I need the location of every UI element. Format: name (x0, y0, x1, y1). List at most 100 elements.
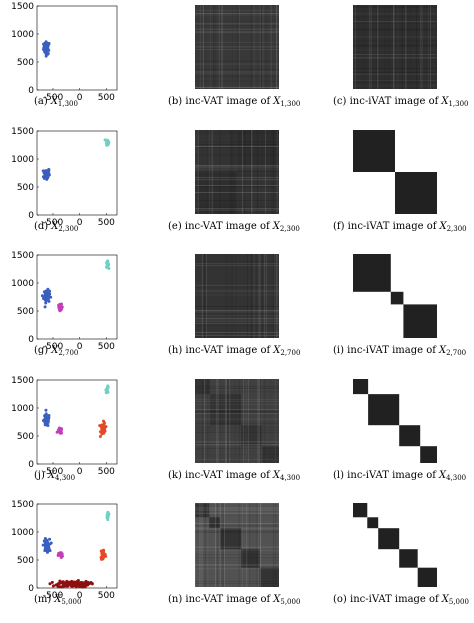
y-tick-label: 500 (17, 183, 34, 193)
y-tick-label: 1000 (11, 155, 34, 165)
inc-ivat-image (353, 5, 437, 89)
caption-ivat: (c) inc-iVAT image of X1,300 (333, 96, 469, 108)
data-point (57, 553, 61, 557)
y-tick-label: 0 (28, 211, 34, 221)
figure-row: 1500 1000 500 0 -500 0 500 (j) X4,300 (k) inc-VAT… (0, 374, 474, 498)
inc-vat-image (195, 378, 279, 463)
caption-variable: X (47, 469, 56, 481)
y-tick-label: 500 (17, 432, 34, 442)
plot-frame (36, 254, 118, 340)
inc-vat-image (194, 502, 279, 587)
caption-subscript: 1,300 (57, 100, 78, 108)
caption-label: (g) (34, 345, 49, 356)
data-point (98, 434, 102, 438)
caption-subscript: 5,000 (280, 598, 301, 606)
y-tick-label: 500 (17, 556, 34, 566)
cluster-block (399, 549, 418, 568)
caption-variable: X (439, 220, 447, 232)
x-tick-label: 500 (98, 93, 115, 103)
cluster-block (195, 378, 211, 394)
caption-subscript: 2,700 (446, 349, 467, 357)
data-point (74, 582, 78, 586)
cluster-block (195, 254, 233, 292)
data-point (79, 581, 83, 585)
caption-label: (d) (34, 220, 49, 232)
data-point (77, 584, 81, 588)
inc-vat-image (195, 254, 279, 338)
cluster-block (417, 567, 437, 587)
caption-ivat: (o) inc-iVAT image of X5,000 (333, 594, 469, 606)
caption-subscript: 2,300 (58, 224, 79, 233)
scatter-plot: 1500 1000 500 0 -500 0 500 (11, 127, 118, 228)
caption-label: (i) inc-iVAT image of (333, 345, 436, 356)
data-point (48, 582, 52, 586)
cluster-block (399, 424, 421, 446)
caption-label: (n) inc-VAT image of (168, 594, 271, 605)
caption-subscript: 1,300 (280, 100, 301, 108)
data-point (42, 170, 46, 174)
data-point (44, 301, 48, 305)
figure-row: 1500 1000 500 0 -500 0 500 (g) X2,700 (h) inc-VAT… (0, 249, 474, 373)
cluster-block (245, 304, 279, 338)
data-point (43, 305, 47, 309)
caption-subscript: 2,300 (279, 224, 300, 233)
caption-scatter: (g) X2,700 (34, 345, 78, 357)
caption-label: (o) inc-iVAT image of (333, 594, 439, 605)
data-point (48, 537, 52, 541)
caption-ivat: (f) inc-iVAT image of X2,300 (333, 221, 467, 233)
caption-variable: X (51, 220, 59, 232)
cluster-block (209, 517, 221, 529)
x-tick-label: 500 (98, 591, 115, 601)
caption-subscript: 4,300 (446, 473, 467, 482)
data-point (106, 383, 110, 387)
data-point (99, 423, 103, 427)
x-tick-label: 0 (77, 93, 83, 103)
data-point (70, 584, 74, 588)
data-point (64, 581, 68, 585)
caption-subscript: 4,300 (280, 473, 301, 482)
data-point (46, 293, 50, 297)
data-point (102, 420, 106, 424)
y-tick-label: 0 (28, 460, 34, 470)
data-point (45, 51, 49, 55)
caption-variable: X (272, 220, 280, 232)
x-tick-label: 0 (77, 467, 83, 477)
x-tick-label: 500 (98, 342, 115, 352)
cluster-block (420, 445, 437, 463)
inc-ivat-image (353, 129, 437, 214)
cluster-block (262, 445, 279, 463)
cluster-block (195, 503, 210, 518)
caption-scatter: (a) X1,300 (34, 96, 78, 108)
caption-variable: X (441, 594, 449, 605)
caption-vat: (n) inc-VAT image of X5,000 (168, 594, 300, 606)
y-tick-label: 0 (28, 584, 34, 594)
data-point (61, 580, 65, 584)
caption-label: (j) (34, 469, 45, 481)
cluster-block (395, 171, 437, 214)
cluster-block (367, 517, 379, 529)
x-tick-label: 500 (98, 467, 115, 477)
caption-subscript: 2,700 (58, 349, 79, 357)
y-tick-label: 500 (17, 307, 34, 317)
caption-vat: (b) inc-VAT image of X1,300 (168, 96, 300, 108)
data-point (44, 297, 48, 301)
plot-frame (36, 5, 118, 91)
y-tick-label: 1000 (11, 30, 34, 40)
data-point (46, 45, 50, 49)
data-point (43, 46, 47, 50)
y-tick-label: 1500 (11, 127, 34, 137)
cluster-block (237, 171, 279, 214)
inc-ivat-image (353, 254, 437, 338)
x-tick-label: 0 (77, 218, 83, 228)
y-tick-label: 1000 (11, 279, 34, 289)
scatter-plot: 1500 1000 500 0 -500 0 500 (11, 500, 118, 601)
inc-ivat-image (353, 503, 437, 587)
caption-label: (m) (34, 594, 52, 605)
caption-variable: X (272, 469, 280, 481)
x-tick-label: -500 (43, 467, 64, 477)
caption-variable: X (54, 594, 62, 605)
data-point (56, 582, 60, 586)
cluster-block (403, 304, 437, 338)
data-point (58, 581, 62, 585)
data-point (104, 139, 108, 143)
